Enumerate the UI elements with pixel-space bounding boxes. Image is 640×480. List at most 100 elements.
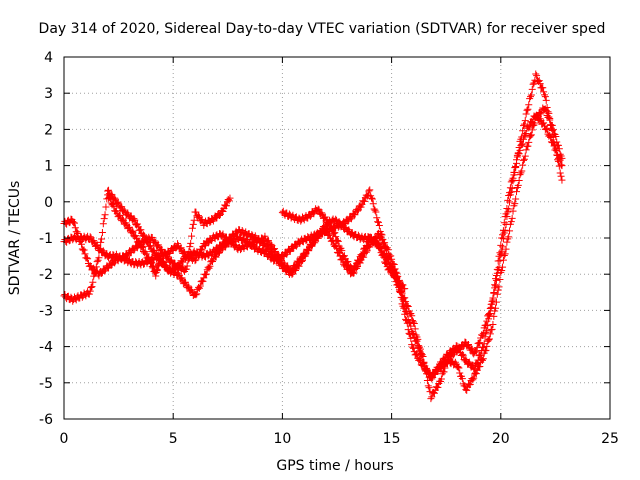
data-point-marker (459, 351, 467, 359)
data-point-marker (509, 177, 517, 185)
data-point-marker (99, 220, 107, 228)
data-point-marker (300, 251, 308, 259)
data-point-marker (131, 233, 139, 241)
data-point-marker (85, 290, 93, 298)
data-point-marker (298, 256, 306, 264)
y-tick-label: 4 (44, 50, 53, 66)
data-point-marker (499, 235, 507, 243)
data-point-marker (556, 150, 564, 158)
data-point-marker (515, 176, 523, 184)
data-point-marker (105, 186, 113, 194)
data-point-marker (558, 176, 566, 184)
data-point-marker (344, 258, 352, 266)
data-point-marker (178, 274, 186, 282)
data-point-marker (108, 201, 116, 209)
y-tick-label: -6 (39, 412, 53, 428)
data-point-marker (190, 216, 198, 224)
data-point-marker (338, 247, 346, 255)
data-point-marker (350, 269, 358, 277)
data-point-marker (542, 125, 550, 133)
data-point-marker (536, 80, 544, 88)
data-point-marker (509, 207, 517, 215)
data-point-marker (408, 312, 416, 320)
data-point-marker (496, 276, 504, 284)
data-point-marker (325, 231, 333, 239)
data-point-marker (291, 265, 299, 273)
data-point-marker (84, 255, 92, 263)
data-point-marker (442, 359, 450, 367)
data-point-marker (187, 239, 195, 247)
data-point-marker (369, 200, 377, 208)
data-point-marker (326, 224, 334, 232)
data-point-marker (483, 317, 491, 325)
data-point-marker (184, 282, 192, 290)
chart-title: Day 314 of 2020, Sidereal Day-to-day VTE… (39, 21, 606, 37)
data-point-marker (158, 245, 166, 253)
data-point-marker (390, 260, 398, 268)
data-point-marker (374, 218, 382, 226)
data-point-marker (403, 310, 411, 318)
data-point-marker (400, 304, 408, 312)
data-point-marker (74, 230, 82, 238)
data-point-marker (381, 258, 389, 266)
data-point-marker (98, 229, 106, 237)
data-point-marker (473, 366, 481, 374)
data-point-marker (490, 289, 498, 297)
data-point-marker (359, 250, 367, 258)
data-point-marker (499, 256, 507, 264)
data-point-marker (533, 114, 541, 122)
data-point-marker (521, 131, 529, 139)
data-point-marker (177, 244, 185, 252)
data-point-marker (486, 330, 494, 338)
data-point-marker (440, 368, 448, 376)
data-point-marker (424, 382, 432, 390)
data-point-marker (497, 250, 505, 258)
data-point-marker (185, 248, 193, 256)
data-point-marker (330, 229, 338, 237)
data-point-marker (107, 190, 115, 198)
data-point-marker (153, 242, 161, 250)
data-point-marker (212, 253, 220, 261)
data-point-marker (500, 219, 508, 227)
data-point-marker (409, 343, 417, 351)
data-point-marker (477, 351, 485, 359)
data-point-marker (261, 239, 269, 247)
data-point-marker (500, 251, 508, 259)
data-point-marker (204, 263, 212, 271)
data-point-marker (478, 356, 486, 364)
series-track-5 (278, 205, 409, 293)
data-point-marker (407, 322, 415, 330)
data-point-marker (522, 110, 530, 118)
x-tick-label: 15 (383, 431, 401, 447)
data-point-marker (188, 232, 196, 240)
data-point-marker (288, 270, 296, 278)
data-point-marker (354, 207, 362, 215)
data-point-marker (476, 339, 484, 347)
data-point-marker (304, 246, 312, 254)
data-point-marker (555, 145, 563, 153)
data-point-marker (415, 344, 423, 352)
data-point-marker (361, 197, 369, 205)
data-point-marker (488, 325, 496, 333)
data-point-marker (399, 281, 407, 289)
data-point-marker (101, 211, 109, 219)
data-point-marker (493, 290, 501, 298)
data-point-marker (427, 395, 435, 403)
data-point-marker (537, 110, 545, 118)
data-point-marker (543, 103, 551, 111)
data-point-marker (196, 282, 204, 290)
data-point-marker (366, 186, 374, 194)
data-point-marker (409, 318, 417, 326)
data-point-marker (527, 132, 535, 140)
data-point-marker (527, 93, 535, 101)
data-point-marker (455, 364, 463, 372)
data-point-marker (409, 329, 417, 337)
data-point-marker (556, 169, 564, 177)
data-point-marker (540, 88, 548, 96)
data-point-marker (352, 263, 360, 271)
data-point-marker (527, 91, 535, 99)
data-point-marker (531, 119, 539, 127)
data-point-marker (160, 249, 168, 257)
data-point-marker (116, 211, 124, 219)
data-point-marker (314, 205, 322, 213)
